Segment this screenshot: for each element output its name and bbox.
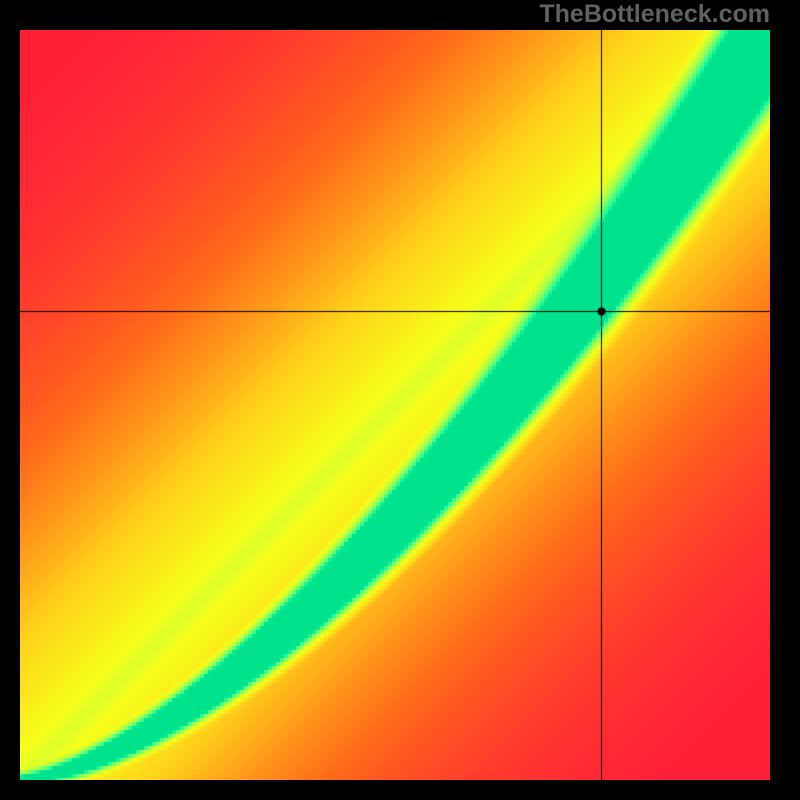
watermark-text: TheBottleneck.com [539, 0, 770, 29]
chart-container: { "type": "heatmap", "watermark": { "tex… [0, 0, 800, 800]
bottleneck-heatmap [20, 30, 770, 780]
